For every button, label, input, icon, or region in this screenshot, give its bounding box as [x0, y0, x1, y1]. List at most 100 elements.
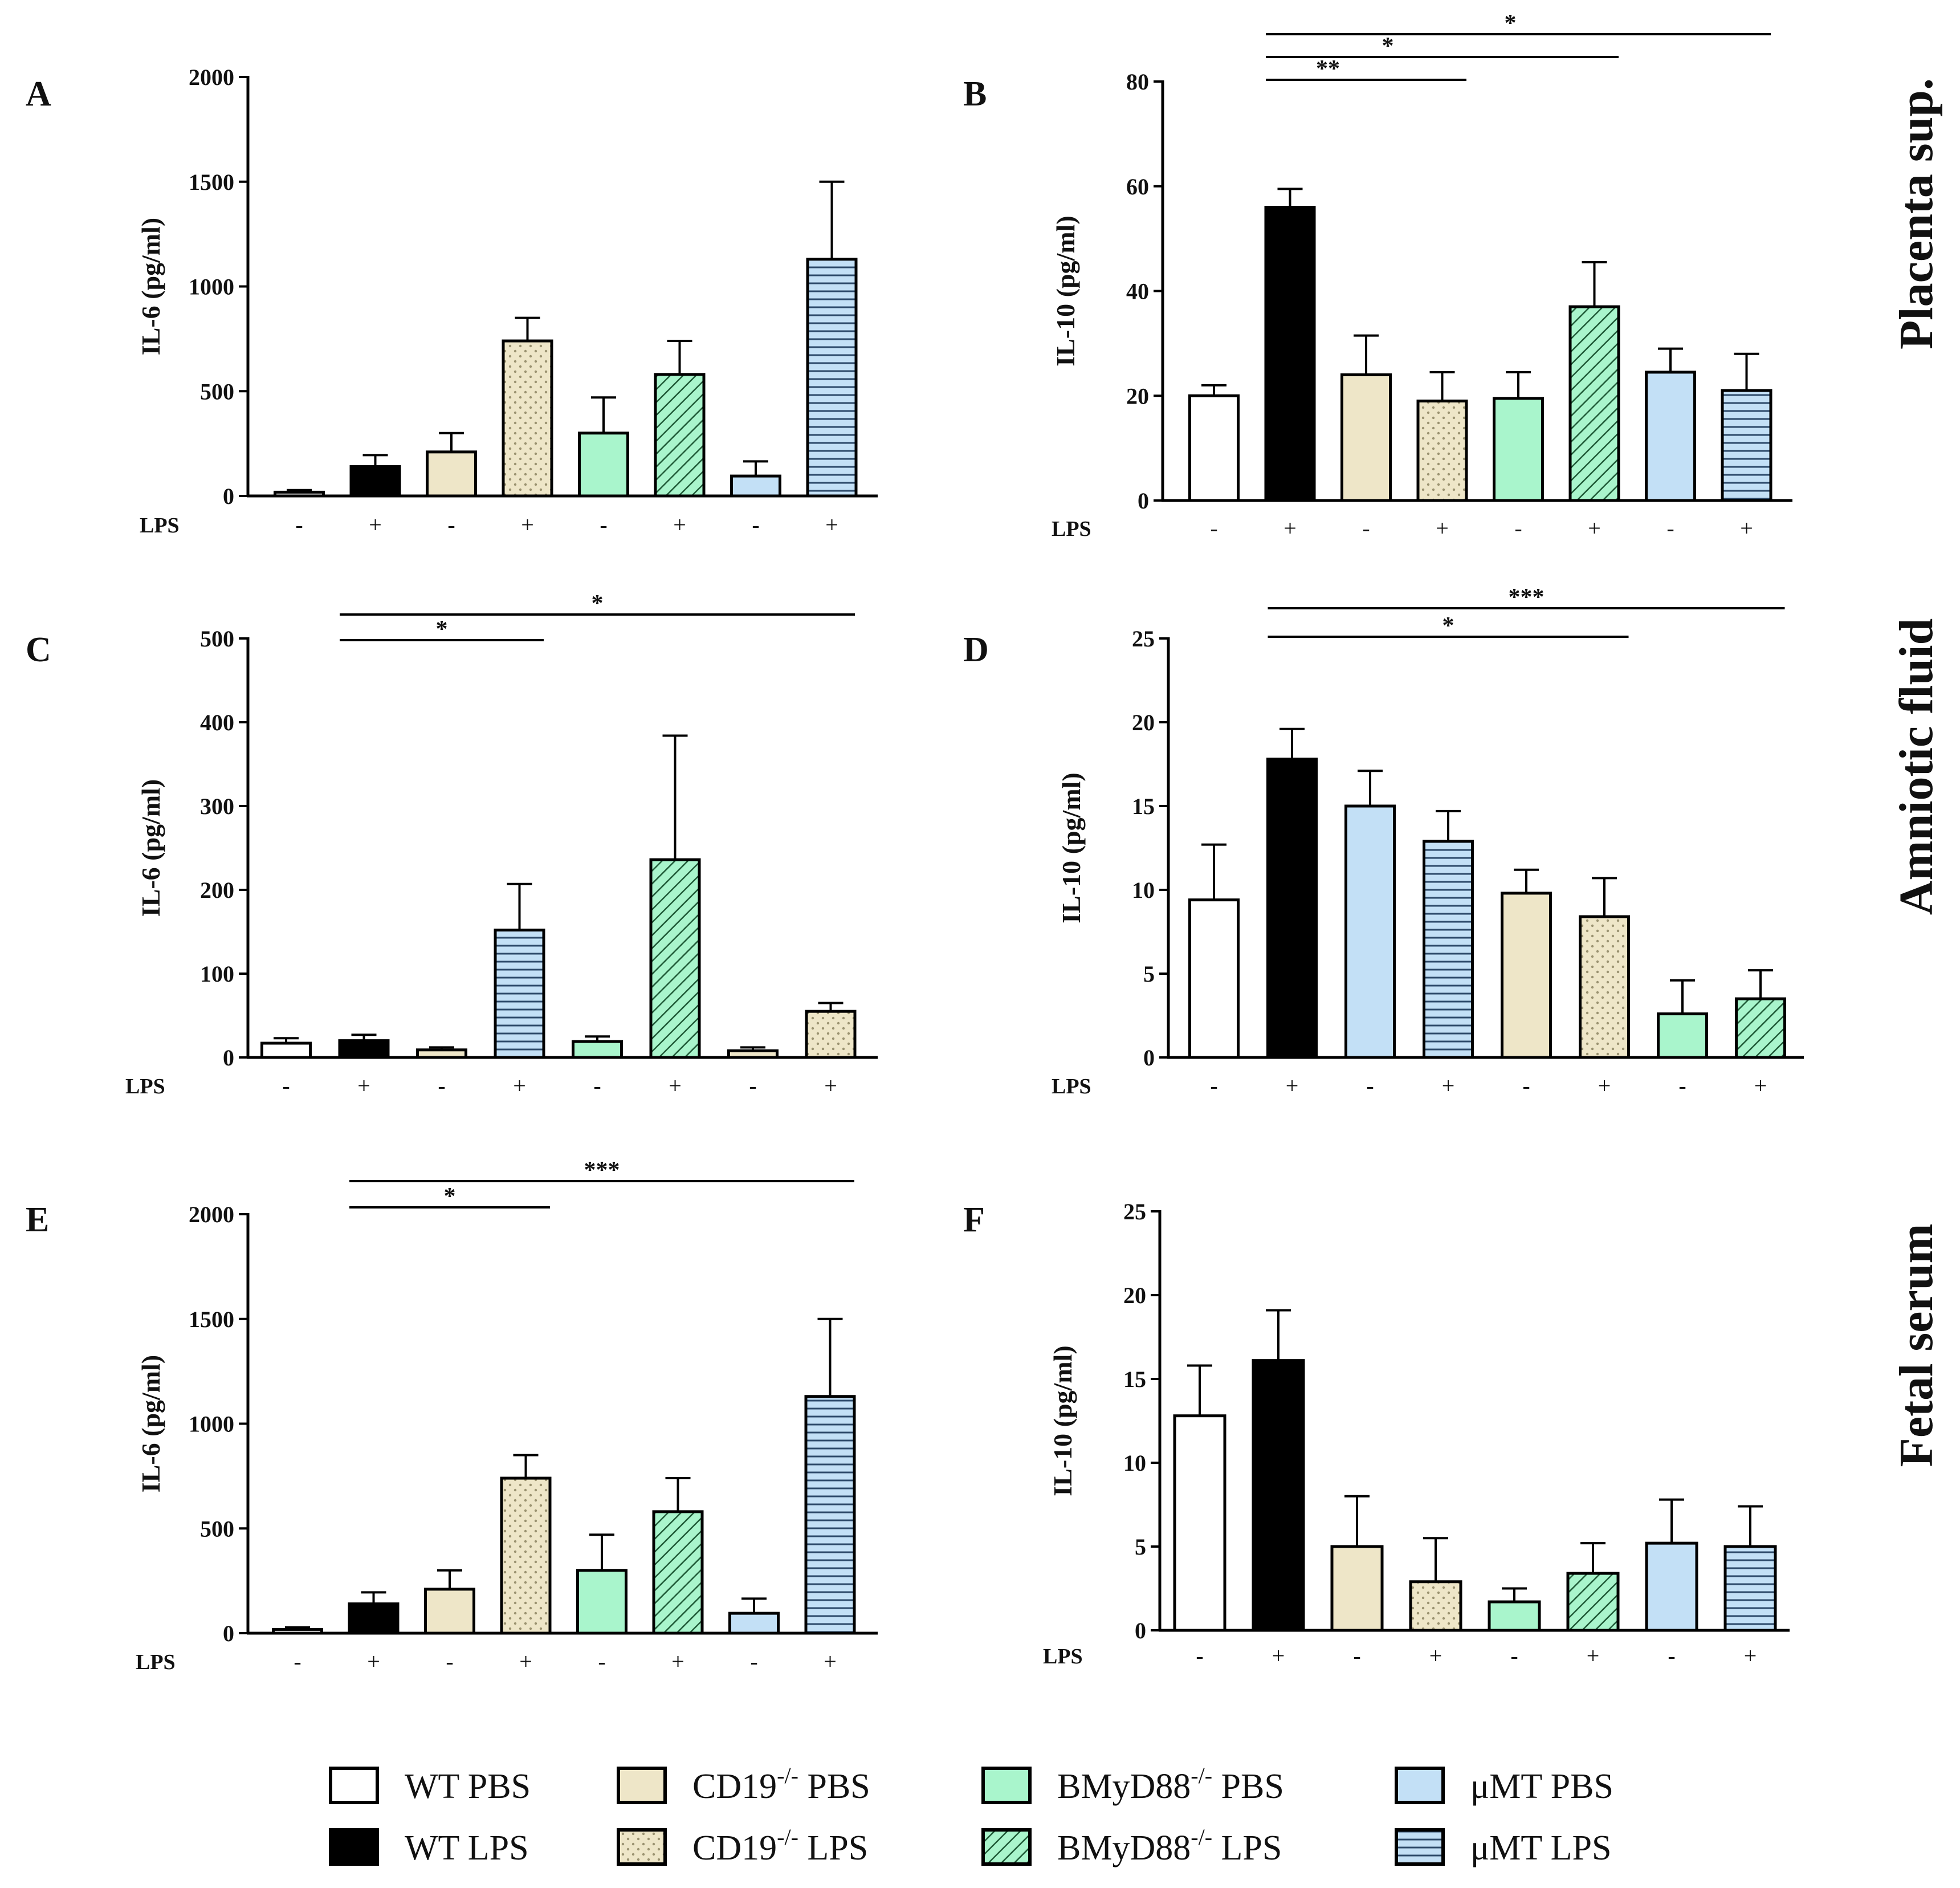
y-tick-label: 100: [200, 961, 234, 987]
lps-sign: -: [750, 1649, 757, 1674]
legend-label: BMyD88-/- PBS: [1057, 1763, 1284, 1806]
y-tick-label: 1000: [189, 274, 234, 300]
lps-sign: -: [1353, 1643, 1360, 1669]
lps-sign: -: [1678, 1073, 1686, 1098]
panel-letter: C: [26, 630, 51, 669]
bar-cd19_lps: [1579, 915, 1630, 1059]
lps-sign: +: [1588, 515, 1601, 541]
y-axis-label: IL-6 (pg/ml): [136, 218, 165, 356]
lps-sign: -: [438, 1073, 445, 1098]
legend-swatch: [1395, 1767, 1445, 1804]
panel-letter: B: [963, 75, 987, 113]
bar-bmyd88_pbs: [1657, 1012, 1708, 1059]
y-tick-label: 15: [1132, 794, 1155, 819]
bar-bmyd88_lps: [1568, 305, 1620, 502]
lps-sign: +: [1744, 1643, 1757, 1669]
legend-item-umt_pbs: μMT PBS: [1395, 1767, 1613, 1806]
bar-wt_pbs: [1188, 394, 1240, 502]
lps-sign: +: [1283, 515, 1297, 541]
significance-label: *: [1443, 613, 1454, 639]
y-tick-label: 20: [1126, 383, 1149, 409]
row-label: Placenta sup.: [1890, 78, 1943, 349]
y-tick-label: 0: [1138, 488, 1149, 514]
bar-cd19_lps: [502, 339, 553, 498]
lps-row-label: LPS: [136, 1650, 176, 1674]
lps-sign: +: [513, 1073, 526, 1098]
significance-label: *: [592, 591, 604, 617]
bar-cd19_lps: [1409, 1580, 1462, 1632]
y-tick-label: 1500: [189, 1307, 234, 1332]
lps-sign: -: [1196, 1643, 1203, 1669]
lps-sign: -: [1668, 1643, 1675, 1669]
bar-umt_lps: [806, 258, 858, 498]
bar-umt_lps: [1423, 840, 1474, 1059]
lps-sign: -: [1666, 515, 1674, 541]
y-tick-label: 5: [1143, 961, 1155, 987]
lps-sign: -: [295, 512, 303, 538]
lps-sign: +: [673, 512, 686, 538]
lps-sign: +: [357, 1073, 370, 1098]
panel-a: A IL-6 (pg/ml) 0 500 1000 1500 2000 - + - + - + - + LPS: [26, 64, 878, 538]
y-axis-label: IL-6 (pg/ml): [136, 779, 165, 917]
legend-label: WT PBS: [405, 1767, 531, 1806]
y-tick-label: 1500: [189, 169, 234, 195]
lps-row-label: LPS: [140, 514, 180, 538]
y-tick-label: 5: [1135, 1534, 1146, 1560]
bar-bmyd88_lps: [1566, 1572, 1620, 1632]
bar-bmyd88_lps: [654, 373, 706, 498]
bar-wt_lps: [349, 465, 401, 498]
lps-sign: -: [282, 1073, 290, 1098]
lps-sign: +: [1436, 515, 1449, 541]
y-tick-label: 2000: [189, 64, 234, 90]
bar-wt_lps: [348, 1602, 400, 1635]
bar-bmyd88_pbs: [1488, 1600, 1541, 1632]
lps-sign: +: [671, 1649, 684, 1674]
bar-bmyd88_pbs: [578, 432, 629, 498]
lps-sign: +: [369, 512, 382, 538]
lps-sign: +: [1429, 1643, 1443, 1669]
bar-cd19_lps: [805, 1010, 857, 1059]
legend-swatch: [981, 1767, 1032, 1804]
lps-sign: +: [367, 1649, 380, 1674]
y-tick-label: 60: [1126, 174, 1149, 200]
panel-e: E IL-6 (pg/ml) 0 500 1000 1500 2000 - + - + - + - + LPS…: [26, 1157, 878, 1674]
legend-item-cd19_lps: CD19-/- LPS: [617, 1824, 868, 1867]
bar-umt_pbs: [730, 474, 781, 498]
legend-label: CD19-/- LPS: [692, 1824, 868, 1867]
significance-label: *: [1382, 33, 1394, 59]
lps-sign: -: [447, 512, 455, 538]
bar-cd19_pbs: [424, 1588, 475, 1635]
legend-swatch: [981, 1828, 1032, 1866]
bar-umt_lps: [1723, 1545, 1777, 1632]
bar-cd19_pbs: [1330, 1545, 1384, 1632]
y-axis-label: IL-10 (pg/ml): [1048, 1345, 1077, 1496]
lps-sign: +: [1598, 1073, 1611, 1098]
panel-letter: D: [963, 630, 989, 669]
legend-swatch: [617, 1828, 667, 1866]
legend-item-wt_pbs: WT PBS: [329, 1767, 531, 1806]
y-tick-label: 0: [1143, 1045, 1155, 1071]
y-tick-label: 10: [1123, 1450, 1146, 1476]
bar-bmyd88_lps: [652, 1510, 704, 1635]
bar-umt_lps: [1721, 389, 1772, 502]
lps-row-label: LPS: [1043, 1645, 1083, 1669]
bar-wt_pbs: [274, 490, 325, 498]
lps-sign: +: [669, 1073, 682, 1098]
lps-sign: +: [1272, 1643, 1285, 1669]
row-labels: Placenta sup. Amniotic fluid Fetal serum: [1890, 78, 1943, 1467]
y-tick-label: 40: [1126, 279, 1149, 304]
lps-sign: -: [1210, 515, 1217, 541]
lps-sign: -: [598, 1649, 605, 1674]
y-axis-label: IL-6 (pg/ml): [136, 1355, 165, 1493]
legend-label: μMT LPS: [1470, 1829, 1611, 1867]
legend-item-umt_lps: μMT LPS: [1395, 1828, 1611, 1867]
significance-label: *: [436, 616, 448, 642]
lps-sign: -: [1366, 1073, 1374, 1098]
lps-sign: -: [600, 512, 607, 538]
row-label: Fetal serum: [1890, 1224, 1943, 1467]
bar-bmyd88_pbs: [1493, 397, 1544, 502]
bar-bmyd88_pbs: [576, 1569, 627, 1635]
lps-sign: +: [824, 1649, 837, 1674]
significance-label: *: [1505, 10, 1517, 36]
